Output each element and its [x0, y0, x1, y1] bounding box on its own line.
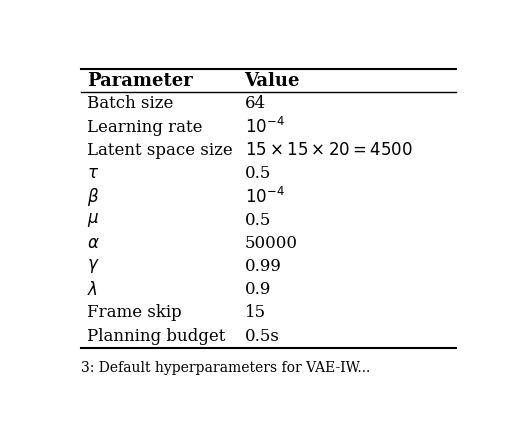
Text: Latent space size: Latent space size	[87, 142, 233, 159]
Text: Frame skip: Frame skip	[87, 304, 182, 321]
Text: $\gamma$: $\gamma$	[87, 258, 100, 276]
Text: Parameter: Parameter	[87, 72, 193, 90]
Text: 0.5s: 0.5s	[244, 327, 279, 344]
Text: $\beta$: $\beta$	[87, 186, 99, 208]
Text: 50000: 50000	[244, 235, 297, 252]
Text: Learning rate: Learning rate	[87, 119, 203, 136]
Text: 3: Default hyperparameters for VAE-IW...: 3: Default hyperparameters for VAE-IW...	[81, 361, 370, 375]
Text: 64: 64	[244, 95, 266, 112]
Text: 0.5: 0.5	[244, 165, 271, 182]
Text: $10^{-4}$: $10^{-4}$	[244, 187, 284, 207]
Text: $15 \times 15 \times 20 = 4500$: $15 \times 15 \times 20 = 4500$	[244, 142, 412, 159]
Text: $10^{-4}$: $10^{-4}$	[244, 117, 284, 137]
Text: 0.5: 0.5	[244, 211, 271, 228]
Text: $\lambda$: $\lambda$	[87, 281, 98, 299]
Text: $\alpha$: $\alpha$	[87, 235, 100, 252]
Text: Batch size: Batch size	[87, 95, 174, 112]
Text: 0.99: 0.99	[244, 258, 281, 275]
Text: Value: Value	[244, 72, 300, 90]
Text: 0.9: 0.9	[244, 281, 271, 298]
Text: 15: 15	[244, 304, 266, 321]
Text: $\tau$: $\tau$	[87, 165, 99, 182]
Text: $\mu$: $\mu$	[87, 211, 99, 229]
Text: Planning budget: Planning budget	[87, 327, 226, 344]
